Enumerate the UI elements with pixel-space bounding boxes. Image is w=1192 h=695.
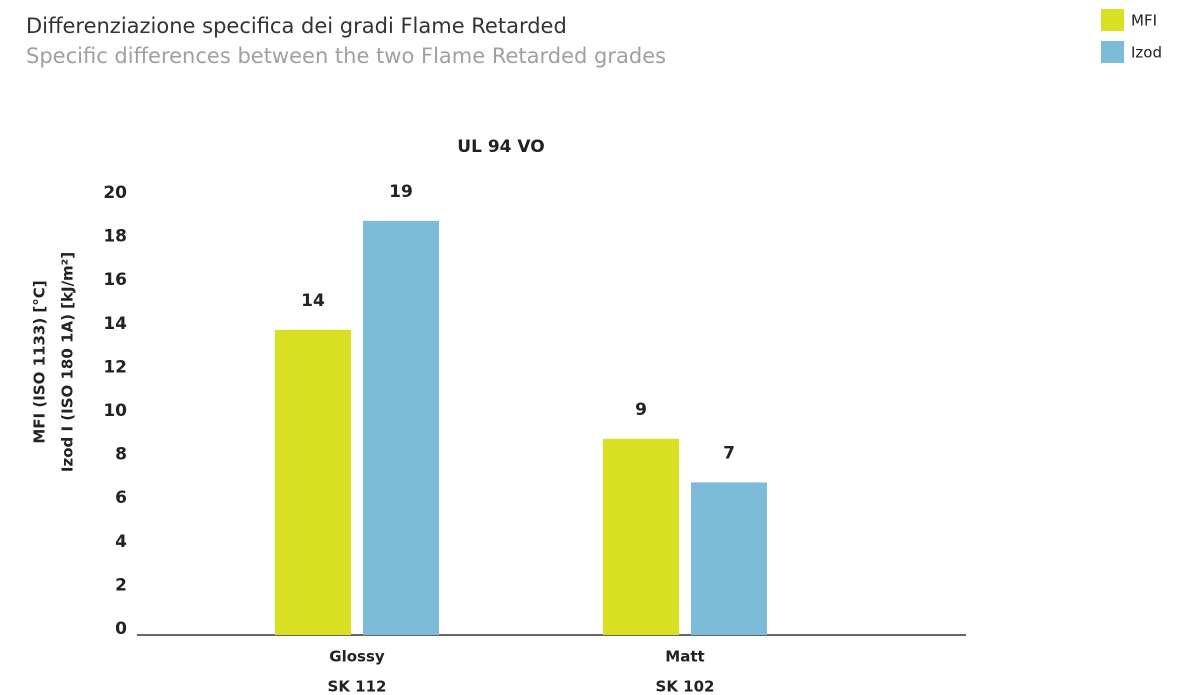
value-label: 9: [635, 400, 647, 420]
y-label-line: Izod I (ISO 180 1A) [kJ/m²]: [59, 252, 77, 472]
x-tick-label: SK 102: [656, 678, 715, 695]
y-tick-label: 12: [103, 357, 127, 377]
legend-label: Izod: [1131, 44, 1162, 62]
bar: [363, 220, 439, 636]
page-title: Differenziazione specifica dei gradi Fla…: [26, 14, 567, 38]
bar: [691, 482, 767, 635]
x-tick-label: Matt: [665, 648, 704, 666]
y-tick-label: 18: [103, 227, 127, 247]
y-tick-label: 14: [103, 314, 127, 334]
bar: [275, 329, 351, 635]
legend-label: MFI: [1131, 12, 1157, 30]
y-tick-label: 0: [115, 619, 127, 639]
value-label: 7: [723, 443, 735, 463]
y-tick-label: 16: [103, 270, 127, 290]
bar: [603, 438, 679, 635]
chart-title: UL 94 VO: [457, 137, 544, 157]
x-tick-label: Glossy: [329, 648, 385, 666]
y-tick-label: 4: [115, 532, 127, 552]
y-tick-label: 6: [115, 488, 127, 508]
y-tick-label: 8: [115, 445, 127, 465]
y-label-line: MFI (ISO 1133) [°C]: [31, 280, 49, 443]
y-tick-label: 2: [115, 575, 127, 595]
y-tick-label: 20: [103, 183, 127, 203]
legend-swatch: [1101, 41, 1124, 63]
x-tick-label: SK 112: [328, 678, 387, 695]
y-tick-label: 10: [103, 401, 127, 421]
y-axis-label: MFI (ISO 1133) [°C] Izod I (ISO 180 1A) …: [31, 252, 77, 472]
legend-swatch: [1101, 9, 1124, 31]
value-label: 19: [389, 182, 413, 202]
value-label: 14: [301, 291, 325, 311]
page-subtitle: Specific differences between the two Fla…: [26, 44, 666, 68]
